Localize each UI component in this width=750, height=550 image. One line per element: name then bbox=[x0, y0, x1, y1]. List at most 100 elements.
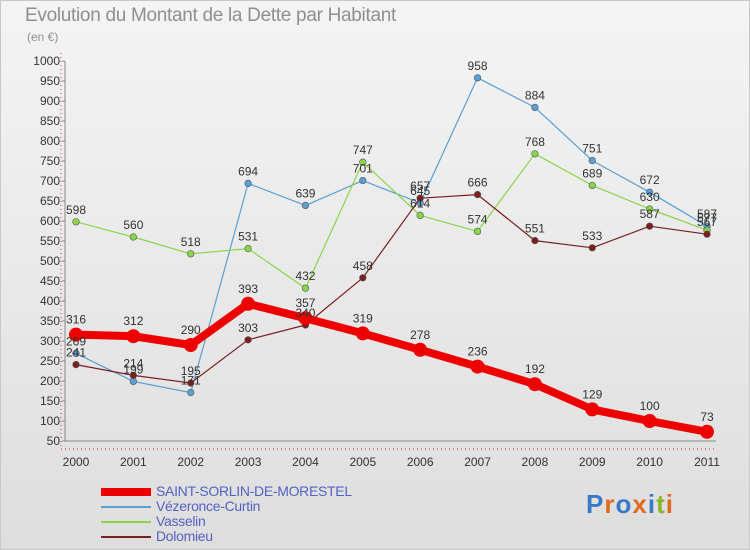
data-label-dolomieu: 303 bbox=[238, 321, 258, 335]
x-tick-label: 2005 bbox=[349, 455, 376, 469]
data-point-saint-sorlin-de-morestel bbox=[355, 326, 370, 341]
data-point-vezeronce-curtin bbox=[244, 179, 252, 187]
data-label-vezeronce-curtin: 701 bbox=[353, 162, 373, 176]
data-label-vezeronce-curtin: 884 bbox=[525, 88, 545, 102]
y-tick-label: 400 bbox=[40, 294, 60, 308]
data-point-saint-sorlin-de-morestel bbox=[69, 327, 83, 342]
data-label-vezeronce-curtin: 269 bbox=[66, 334, 86, 348]
data-point-vasselin bbox=[473, 227, 482, 235]
y-tick-label: 200 bbox=[40, 374, 60, 388]
y-tick-label: 900 bbox=[40, 94, 60, 108]
x-tick-label: 2008 bbox=[522, 455, 549, 469]
y-tick-label: 800 bbox=[40, 134, 60, 148]
data-point-saint-sorlin-de-morestel bbox=[298, 311, 313, 326]
data-label-vasselin: 577 bbox=[697, 211, 717, 225]
data-label-vezeronce-curtin: 171 bbox=[181, 374, 201, 388]
data-label-vasselin: 574 bbox=[468, 212, 488, 226]
logo-letter: r bbox=[604, 489, 616, 519]
legend-swatch bbox=[101, 521, 151, 523]
y-tick-label: 1000 bbox=[33, 54, 60, 68]
x-tick-label: 2000 bbox=[63, 455, 90, 469]
legend-label: Vasselin bbox=[156, 513, 206, 529]
data-label-saint-sorlin-de-morestel: 278 bbox=[410, 328, 430, 342]
data-point-saint-sorlin-de-morestel bbox=[241, 296, 256, 311]
data-label-vasselin: 560 bbox=[123, 218, 143, 232]
legend-label: Dolomieu bbox=[156, 528, 213, 544]
logo-letter: t bbox=[656, 489, 666, 519]
data-label-vasselin: 689 bbox=[582, 166, 602, 180]
y-tick-label: 600 bbox=[40, 214, 60, 228]
data-label-vezeronce-curtin: 751 bbox=[582, 142, 602, 156]
x-tick-label: 2003 bbox=[235, 455, 262, 469]
data-label-dolomieu: 458 bbox=[353, 259, 373, 273]
logo-letter: x bbox=[632, 489, 648, 519]
data-label-saint-sorlin-de-morestel: 393 bbox=[238, 282, 258, 296]
y-tick-label: 500 bbox=[40, 254, 60, 268]
data-point-saint-sorlin-de-morestel bbox=[126, 329, 141, 344]
line-chart: 50 100 150 200 250 300 350 400 450 500 550 600 650 70… bbox=[33, 53, 720, 469]
x-tick-label: 2010 bbox=[636, 455, 663, 469]
data-label-dolomieu: 551 bbox=[525, 222, 545, 236]
series-line-vasselin bbox=[75, 153, 708, 289]
data-label-vezeronce-curtin: 958 bbox=[468, 59, 488, 73]
data-point-vasselin bbox=[301, 284, 310, 292]
data-point-dolomieu bbox=[72, 361, 80, 369]
x-tick-label: 2007 bbox=[464, 455, 491, 469]
data-label-saint-sorlin-de-morestel: 319 bbox=[353, 311, 373, 325]
data-label-dolomieu: 567 bbox=[697, 215, 717, 229]
data-point-vezeronce-curtin bbox=[588, 157, 596, 165]
data-point-vezeronce-curtin bbox=[129, 377, 137, 386]
y-tick-label: 300 bbox=[40, 334, 60, 348]
data-label-layer: 269 199 171 694 639 701 645 958 884 751 672 587 598 5… bbox=[66, 59, 717, 424]
data-label-saint-sorlin-de-morestel: 312 bbox=[123, 314, 143, 328]
data-label-vasselin: 432 bbox=[295, 269, 315, 283]
y-tick-label: 850 bbox=[40, 114, 60, 128]
x-tick-label: 2001 bbox=[120, 455, 147, 469]
data-point-vasselin bbox=[416, 211, 424, 219]
data-label-dolomieu: 340 bbox=[295, 306, 315, 320]
chart-subtitle: (en €) bbox=[27, 30, 59, 44]
data-point-vasselin bbox=[588, 181, 596, 189]
x-tick-label: 2009 bbox=[579, 455, 606, 469]
data-label-saint-sorlin-de-morestel: 129 bbox=[582, 387, 602, 401]
data-point-saint-sorlin-de-morestel bbox=[585, 402, 600, 417]
data-point-vasselin bbox=[359, 158, 367, 166]
data-point-vezeronce-curtin bbox=[187, 389, 195, 397]
legend-swatch bbox=[101, 536, 151, 538]
data-point-vasselin bbox=[72, 218, 80, 226]
data-point-vasselin bbox=[129, 233, 137, 241]
data-label-dolomieu: 533 bbox=[582, 229, 602, 243]
data-label-vezeronce-curtin: 645 bbox=[410, 184, 430, 198]
data-point-dolomieu bbox=[588, 244, 596, 252]
y-tick-label: 550 bbox=[40, 234, 60, 248]
proxiti-logo: Proxiti bbox=[586, 489, 674, 520]
data-point-vasselin bbox=[646, 205, 654, 213]
data-label-saint-sorlin-de-morestel: 192 bbox=[525, 362, 545, 376]
y-tick-label: 450 bbox=[40, 274, 60, 288]
logo-letter: P bbox=[586, 489, 605, 519]
data-point-saint-sorlin-de-morestel bbox=[413, 342, 428, 357]
data-point-dolomieu bbox=[473, 191, 482, 199]
data-point-vasselin bbox=[531, 150, 539, 158]
legend-swatch bbox=[101, 506, 151, 508]
data-point-dolomieu bbox=[531, 237, 539, 245]
data-label-saint-sorlin-de-morestel: 316 bbox=[66, 313, 86, 327]
data-point-vezeronce-curtin bbox=[473, 74, 482, 82]
data-point-dolomieu bbox=[244, 336, 252, 344]
data-label-dolomieu: 657 bbox=[410, 179, 430, 193]
data-point-saint-sorlin-de-morestel bbox=[642, 414, 657, 428]
data-point-saint-sorlin-de-morestel bbox=[470, 359, 485, 374]
series-layer bbox=[69, 74, 714, 439]
data-point-dolomieu bbox=[187, 379, 195, 387]
y-tick-label: 250 bbox=[40, 354, 60, 368]
y-tick-label: 150 bbox=[40, 394, 60, 408]
y-tick-label: 700 bbox=[40, 174, 60, 188]
y-tick-label: 50 bbox=[47, 434, 61, 448]
x-tick-label: 2006 bbox=[407, 455, 434, 469]
data-label-vezeronce-curtin: 672 bbox=[640, 173, 660, 187]
logo-letter: o bbox=[615, 489, 633, 519]
legend-swatch bbox=[101, 488, 151, 496]
series-line-saint-sorlin-de-morestel bbox=[72, 299, 711, 436]
data-point-dolomieu bbox=[703, 230, 711, 238]
